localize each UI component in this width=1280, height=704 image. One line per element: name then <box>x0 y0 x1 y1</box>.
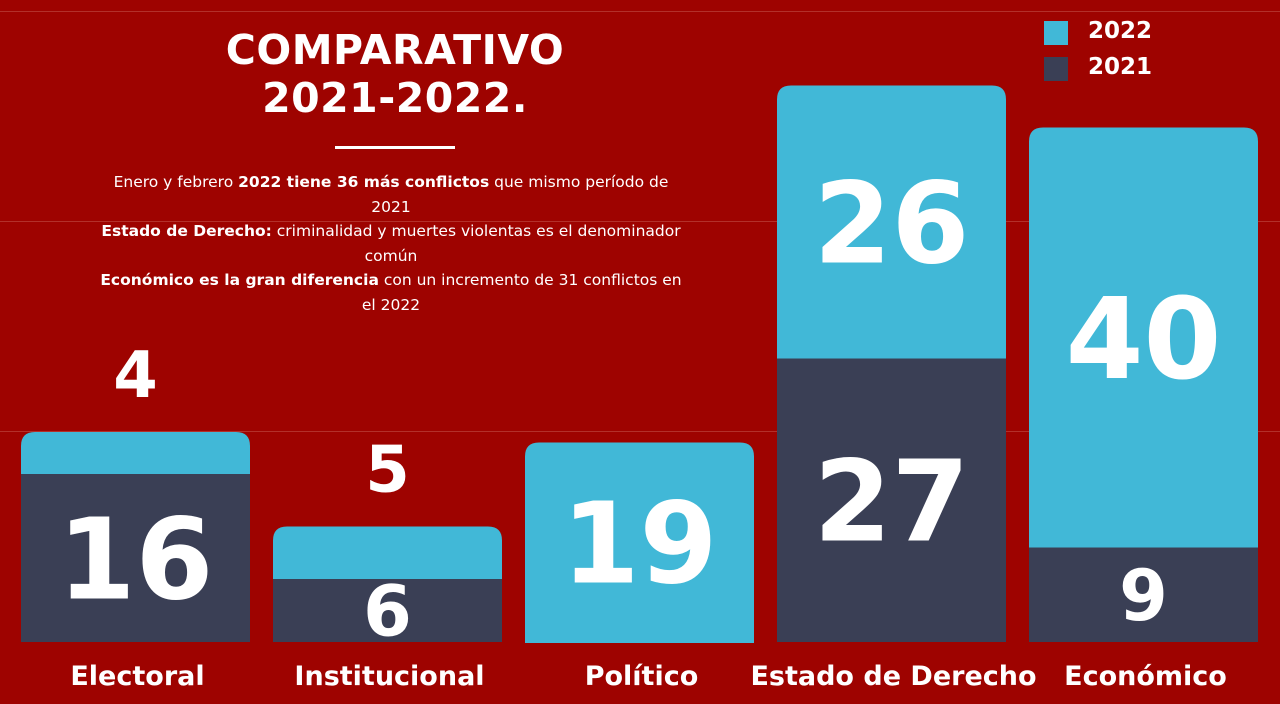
title-underline <box>335 146 455 149</box>
bar-2022-económico <box>1029 127 1258 549</box>
category-label: Económico <box>1064 661 1227 692</box>
value-label-2021: 9 <box>1119 555 1168 637</box>
description-bold-text: Estado de Derecho: <box>101 222 272 240</box>
bar-2021-institucional <box>273 579 502 642</box>
chart-title: COMPARATIVO 2021-2022. <box>170 26 620 122</box>
description-paragraph: Estado de Derecho: criminalidad y muerte… <box>100 219 682 268</box>
description-bold-text: Económico es la gran diferencia <box>100 271 379 289</box>
bar-2021-económico <box>1029 547 1258 642</box>
legend-swatch-2021 <box>1044 57 1068 81</box>
legend-label-2021: 2021 <box>1088 54 1153 80</box>
description-paragraph: Económico es la gran diferencia con un i… <box>100 268 682 317</box>
gridline <box>0 431 1280 432</box>
value-label-2021: 27 <box>814 438 970 568</box>
category-label: Político <box>585 661 699 692</box>
chart-description: Enero y febrero 2022 tiene 36 más confli… <box>100 170 682 317</box>
category-label: Electoral <box>70 661 204 692</box>
description-text: que mismo período de 2021 <box>371 173 669 216</box>
gridline <box>0 11 1280 12</box>
description-text: criminalidad y muertes violentas es el d… <box>271 222 681 265</box>
category-label: Institucional <box>294 661 484 692</box>
bar-2021-electoral <box>21 474 250 642</box>
description-paragraph: Enero y febrero 2022 tiene 36 más confli… <box>100 170 682 219</box>
value-label-2022: 40 <box>1066 275 1222 405</box>
bar-2022-estado-de-derecho <box>777 85 1006 360</box>
legend-swatch-2022 <box>1044 21 1068 45</box>
value-label-2022: 19 <box>562 480 718 610</box>
value-label-2022: 5 <box>365 434 410 508</box>
legend-label-2022: 2022 <box>1088 18 1153 44</box>
bar-2021-estado-de-derecho <box>777 358 1006 642</box>
value-label-2022: 4 <box>113 339 158 413</box>
description-text: Enero y febrero <box>113 173 239 191</box>
description-bold-text: 2022 tiene 36 más conflictos <box>238 173 490 191</box>
bar-2022-electoral <box>21 432 250 475</box>
category-label: Estado de Derecho <box>750 661 1036 692</box>
value-label-2022: 26 <box>814 159 970 289</box>
description-text: con un incremento de 31 conflictos en el… <box>361 271 682 314</box>
bar-2022-institucional <box>273 526 502 580</box>
value-label-2021: 16 <box>58 495 214 625</box>
value-label-2021: 6 <box>363 571 412 653</box>
gridline <box>0 221 1280 222</box>
title-line-1: COMPARATIVO <box>225 26 565 74</box>
bar-2022-político <box>525 442 754 643</box>
title-line-2: 2021-2022. <box>262 74 528 122</box>
